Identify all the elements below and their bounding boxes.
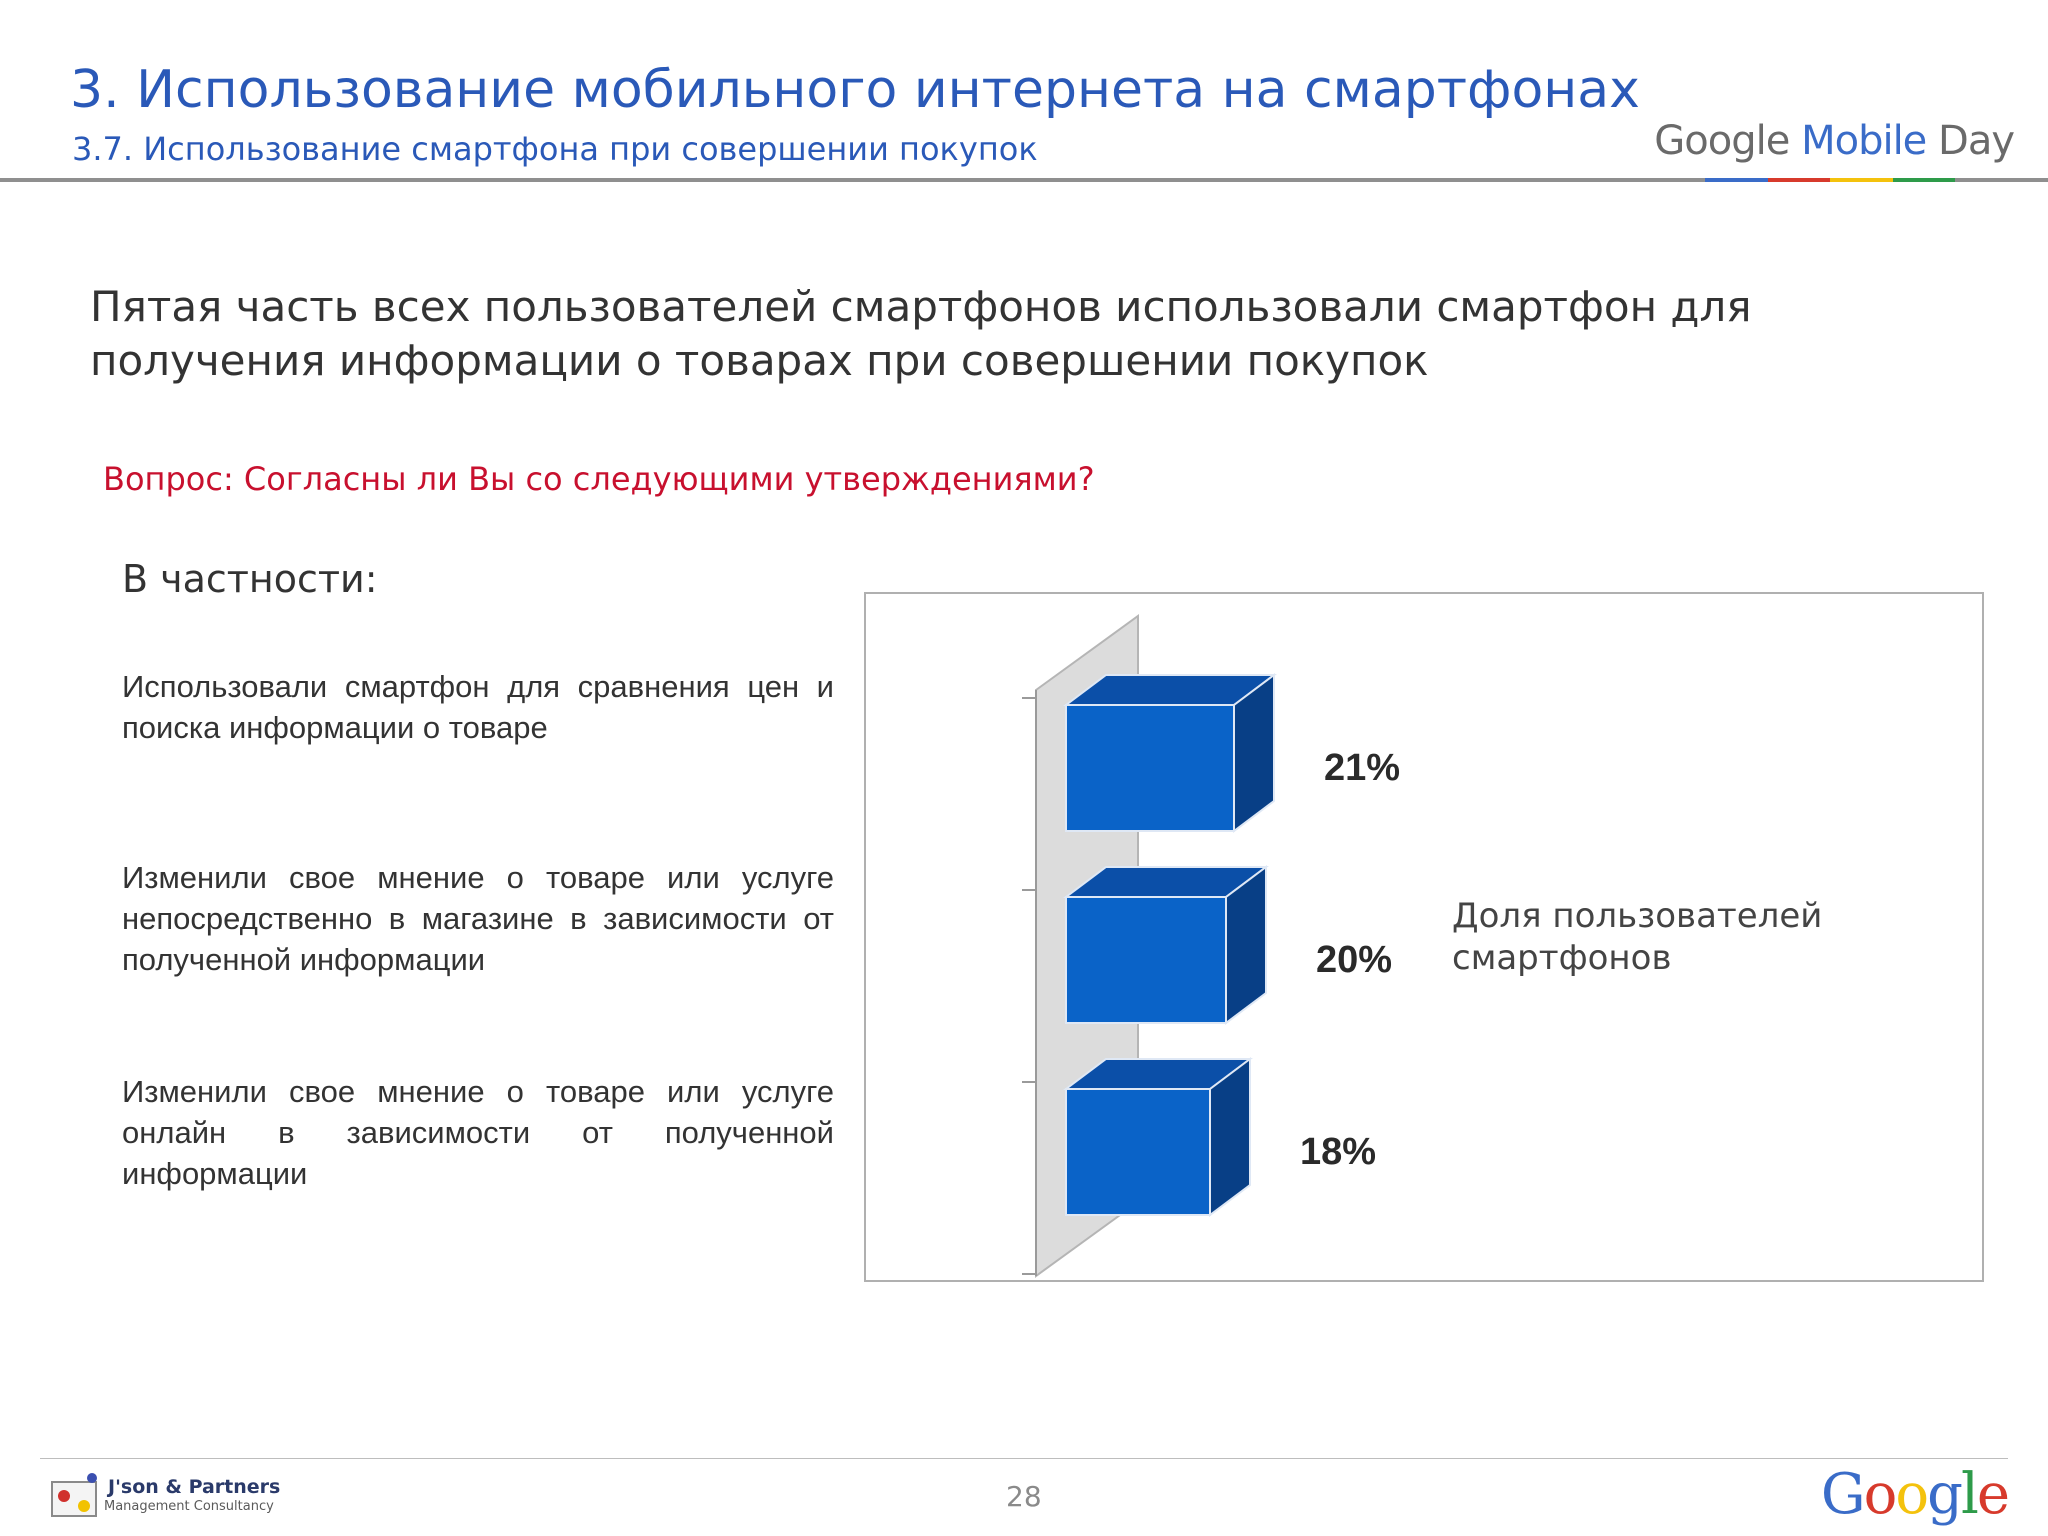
google-color-stripe [1705, 178, 1955, 182]
bar-side [1233, 673, 1275, 833]
partner-name: J'son & Partners [108, 1476, 281, 1498]
google-logo-letter: g [1927, 1462, 1963, 1527]
bar-front [1065, 1088, 1211, 1216]
page-number: 28 [1006, 1480, 1042, 1513]
logo-word-day: Day [1938, 118, 2015, 164]
partner-tagline: Management Consultancy [104, 1499, 274, 1514]
bar-value-label: 20% [1316, 939, 1392, 981]
google-logo-letter: o [1863, 1462, 1898, 1527]
statement-3: Изменили свое мнение о товаре или услуге… [122, 1074, 834, 1191]
stripe-red [1767, 178, 1830, 182]
statement-2: Изменили свое мнение о товаре или услуге… [122, 860, 834, 977]
stripe-blue [1705, 178, 1768, 182]
slide-headline: Пятая часть всех пользователей смартфоно… [90, 282, 1752, 385]
bar-front [1065, 704, 1235, 832]
google-mobile-day-logo: Google Mobile Day [1654, 118, 2015, 164]
google-logo-letter: e [1976, 1462, 2010, 1527]
bar-side [1209, 1057, 1251, 1217]
logo-word-mobile: Mobile [1801, 118, 1927, 164]
stripe-green [1892, 178, 1955, 182]
header-divider [0, 178, 2048, 182]
survey-question: Вопрос: Согласны ли Вы со следующими утв… [103, 460, 1095, 498]
subsection-title: 3.7. Использование смартфона при соверше… [72, 130, 1038, 168]
footer-divider [40, 1458, 2008, 1459]
google-logo-letter: l [1960, 1462, 1979, 1527]
json-partners-logo-icon [51, 1473, 97, 1517]
specifically-label: В частности: [122, 557, 378, 601]
chart-frame [864, 592, 1984, 1282]
series-legend: Доля пользователей смартфонов [1452, 896, 1823, 978]
logo-word-google: Google [1654, 118, 1790, 164]
section-title: 3. Использование мобильного интернета на… [70, 60, 1640, 120]
google-logo-letter: o [1895, 1462, 1929, 1527]
stripe-yellow [1830, 178, 1893, 182]
bar-value-label: 18% [1300, 1131, 1376, 1173]
google-logo: Google [1820, 1462, 2010, 1527]
google-logo-letter: G [1820, 1462, 1866, 1527]
statement-1: Использовали смартфон для сравнения цен … [122, 669, 834, 745]
bar-side [1225, 865, 1267, 1025]
bar-value-label: 21% [1324, 747, 1400, 789]
bar-front [1065, 896, 1227, 1024]
